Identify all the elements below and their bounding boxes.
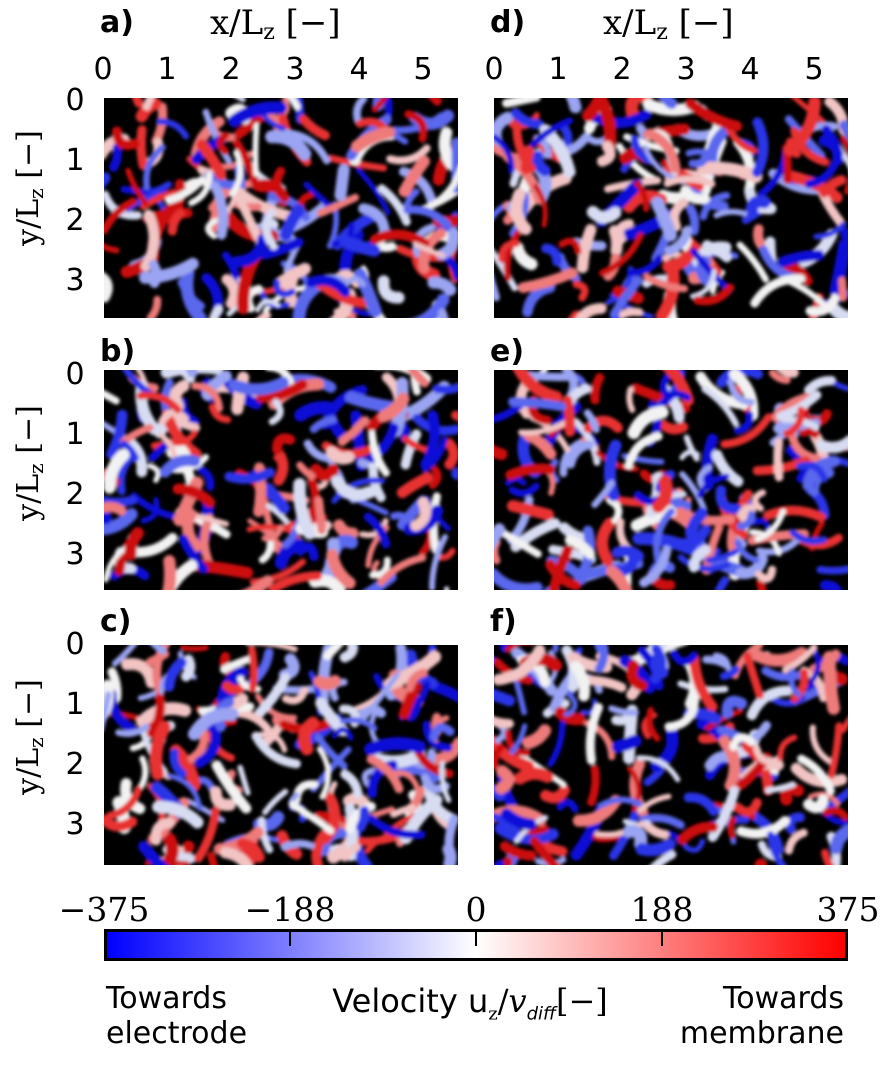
velocity-map-c xyxy=(104,645,458,865)
velocity-map-a xyxy=(104,98,458,318)
x-tick-label: 5 xyxy=(804,52,824,87)
y-tick-label: 2 xyxy=(65,477,85,512)
y-tick-label: 0 xyxy=(65,627,85,662)
colorbar-tick-label: 375 xyxy=(816,890,880,929)
panel-label-c: c) xyxy=(100,604,132,639)
colorbar-left-note: Towards electrode xyxy=(106,981,248,1051)
x-tick-label: 2 xyxy=(612,52,632,87)
y-tick-label: 3 xyxy=(65,807,85,842)
velocity-map-f xyxy=(494,645,848,865)
x-tick-label: 1 xyxy=(548,52,568,87)
panel-label-e: e) xyxy=(490,334,525,369)
panel-label-f: f) xyxy=(490,604,517,639)
colorbar-tick-label: 0 xyxy=(465,890,487,929)
colorbar-tick-label: 188 xyxy=(630,890,694,929)
x-tick-label: 5 xyxy=(413,52,433,87)
x-tick-label: 4 xyxy=(349,52,369,87)
colorbar-right-note: Towards membrane xyxy=(679,981,844,1051)
x-tick-label: 2 xyxy=(221,52,241,87)
y-tick-label: 0 xyxy=(65,357,85,392)
colorbar-tick xyxy=(289,929,291,946)
y-tick-label: 2 xyxy=(65,747,85,782)
velocity-map-d xyxy=(494,98,848,318)
x-tick-label: 3 xyxy=(676,52,696,87)
x-tick-label: 3 xyxy=(285,52,305,87)
velocity-map-e xyxy=(494,370,848,590)
x-tick-label: 4 xyxy=(740,52,760,87)
y-tick-label: 0 xyxy=(65,83,85,118)
colorbar-tick xyxy=(475,929,477,946)
y-axis-title-row2: y/Lz [−] xyxy=(11,405,48,521)
y-tick-label: 1 xyxy=(65,687,85,722)
y-tick-label: 2 xyxy=(65,203,85,238)
colorbar-tick xyxy=(661,929,663,946)
panel-label-b: b) xyxy=(100,334,136,369)
y-tick-label: 3 xyxy=(65,263,85,298)
colorbar-tick-label: −375 xyxy=(58,890,150,929)
x-tick-label: 0 xyxy=(93,52,113,87)
y-tick-label: 1 xyxy=(65,143,85,178)
velocity-map-b xyxy=(104,370,458,590)
colorbar-label: Velocity uz/vdiff[−] xyxy=(332,982,608,1025)
panel-label-d: d) xyxy=(490,5,526,40)
y-tick-label: 1 xyxy=(65,417,85,452)
x-tick-label: 0 xyxy=(484,52,504,87)
x-axis-title-left: x/Lz [−] xyxy=(210,3,341,45)
y-axis-title-row1: y/Lz [−] xyxy=(11,130,48,246)
y-axis-title-row3: y/Lz [−] xyxy=(11,679,48,795)
y-tick-label: 3 xyxy=(65,537,85,572)
panel-label-a: a) xyxy=(100,5,134,40)
x-tick-label: 1 xyxy=(157,52,177,87)
colorbar-tick-label: −188 xyxy=(244,890,336,929)
x-axis-title-right: x/Lz [−] xyxy=(603,3,734,45)
